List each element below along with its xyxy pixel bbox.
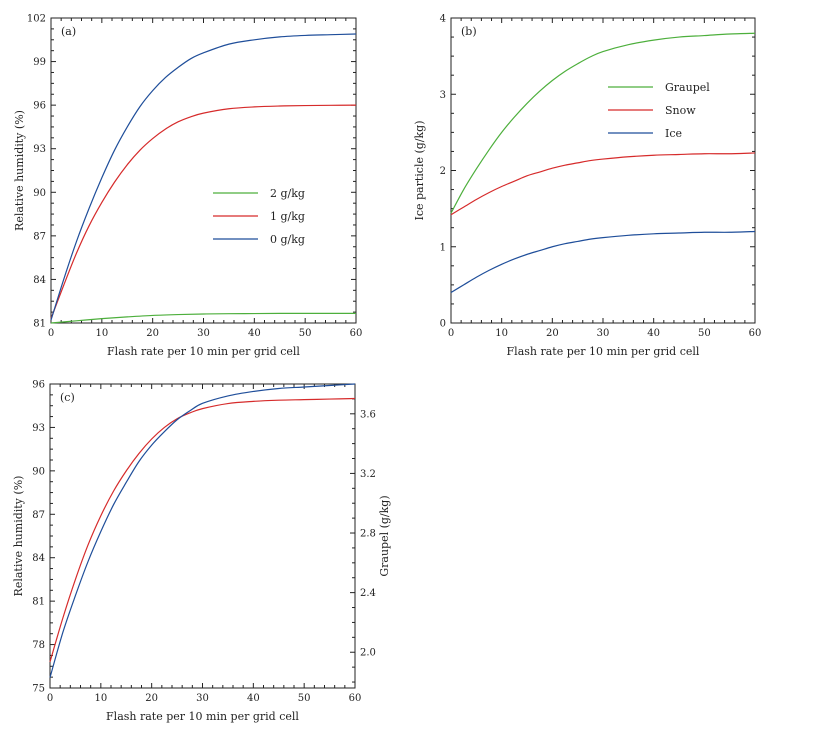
- y-tick-label: 81: [32, 597, 45, 608]
- series-line-2-g-kg: [50, 312, 356, 324]
- y-tick-label: 2: [440, 166, 446, 177]
- x-axis-label: Flash rate per 10 min per grid cell: [107, 345, 300, 358]
- plot-frame: [450, 17, 756, 324]
- x-tick-label: 20: [146, 328, 159, 339]
- y-tick-label: 102: [27, 14, 46, 25]
- y-axis-label: Relative humidity (%): [12, 476, 25, 597]
- y-axis-label: Ice particle (g/kg): [413, 120, 426, 220]
- x-tick-label: 60: [349, 693, 362, 704]
- panel-tag: (a): [61, 25, 76, 38]
- legend-label-0-g-kg: 0 g/kg: [270, 233, 305, 246]
- x-tick-label: 0: [48, 328, 54, 339]
- y-tick-label: 93: [32, 423, 45, 434]
- x-axis-label: Flash rate per 10 min per grid cell: [507, 345, 700, 358]
- y-right-tick-label: 3.2: [360, 469, 376, 480]
- y-tick-label: 3: [440, 90, 446, 101]
- x-tick-label: 40: [647, 328, 660, 339]
- x-axis-label: Flash rate per 10 min per grid cell: [106, 710, 299, 723]
- x-tick-label: 30: [196, 693, 209, 704]
- y-tick-label: 0: [440, 319, 446, 330]
- x-tick-label: 50: [698, 328, 711, 339]
- x-tick-label: 50: [298, 693, 311, 704]
- series-line-0-g-kg: [50, 33, 357, 321]
- series-line-ice: [450, 230, 756, 294]
- y-right-axis-label: Graupel (g/kg): [378, 495, 391, 576]
- x-tick-label: 40: [248, 328, 261, 339]
- y-tick-label: 96: [32, 380, 45, 391]
- y-tick-label: 87: [32, 510, 45, 521]
- y-tick-label: 87: [33, 231, 46, 242]
- legend-label-1-g-kg: 1 g/kg: [270, 210, 305, 223]
- y-tick-label: 90: [33, 188, 46, 199]
- series-line-graupel: [49, 383, 356, 678]
- series-line-relative-humidity: [49, 397, 356, 663]
- y-right-tick-label: 2.0: [360, 648, 376, 659]
- y-tick-label: 90: [32, 466, 45, 477]
- panel-a-chart: 0 10 20 30 40 50 60 81 84 87 90 93 96 99 102 Flash rate…: [13, 14, 362, 359]
- y-tick-label: 78: [32, 640, 45, 651]
- y-tick-label: 81: [33, 319, 46, 330]
- y-axis-label: Relative humidity (%): [13, 110, 26, 231]
- series-line-snow: [450, 152, 756, 216]
- panel-b-chart: 0 10 20 30 40 50 60 0 1 2 3 4 Flash rate per 10 min …: [413, 14, 761, 359]
- y-tick-label: 93: [33, 144, 46, 155]
- y-tick-label: 75: [32, 684, 45, 695]
- x-tick-label: 30: [597, 328, 610, 339]
- x-tick-label: 0: [47, 693, 53, 704]
- panel-tag: (c): [60, 391, 75, 404]
- x-tick-label: 0: [448, 328, 454, 339]
- series-line-1-g-kg: [50, 104, 357, 319]
- y-right-tick-label: 3.6: [360, 409, 376, 420]
- legend-label-snow: Snow: [665, 104, 696, 117]
- y-tick-label: 96: [33, 101, 46, 112]
- x-tick-label: 10: [95, 328, 108, 339]
- y-tick-label: 4: [440, 14, 446, 25]
- y-tick-label: 84: [32, 553, 45, 564]
- x-tick-label: 10: [495, 328, 508, 339]
- plot-frame: [50, 17, 357, 324]
- y-tick-label: 84: [33, 275, 46, 286]
- legend-label-graupel: Graupel: [665, 81, 710, 94]
- panel-tag: (b): [461, 25, 477, 38]
- x-tick-label: 20: [145, 693, 158, 704]
- panel-c-chart: 0 10 20 30 40 50 60 75 78 81 84 87 90 93 96 2.0 2.4 2.8 3.…: [12, 380, 391, 724]
- x-tick-label: 60: [350, 328, 363, 339]
- x-tick-label: 20: [546, 328, 559, 339]
- y-tick-label: 99: [33, 57, 46, 68]
- x-tick-label: 40: [247, 693, 260, 704]
- x-tick-label: 30: [197, 328, 210, 339]
- y-tick-label: 1: [440, 242, 446, 253]
- series-line-graupel: [450, 32, 756, 214]
- x-tick-label: 50: [299, 328, 312, 339]
- y-right-tick-label: 2.4: [360, 588, 376, 599]
- plot-frame: [49, 383, 356, 689]
- y-right-tick-label: 2.8: [360, 529, 376, 540]
- legend-label-ice: Ice: [665, 127, 682, 140]
- x-tick-label: 60: [749, 328, 762, 339]
- legend-label-2-g-kg: 2 g/kg: [270, 187, 305, 200]
- x-tick-label: 10: [94, 693, 107, 704]
